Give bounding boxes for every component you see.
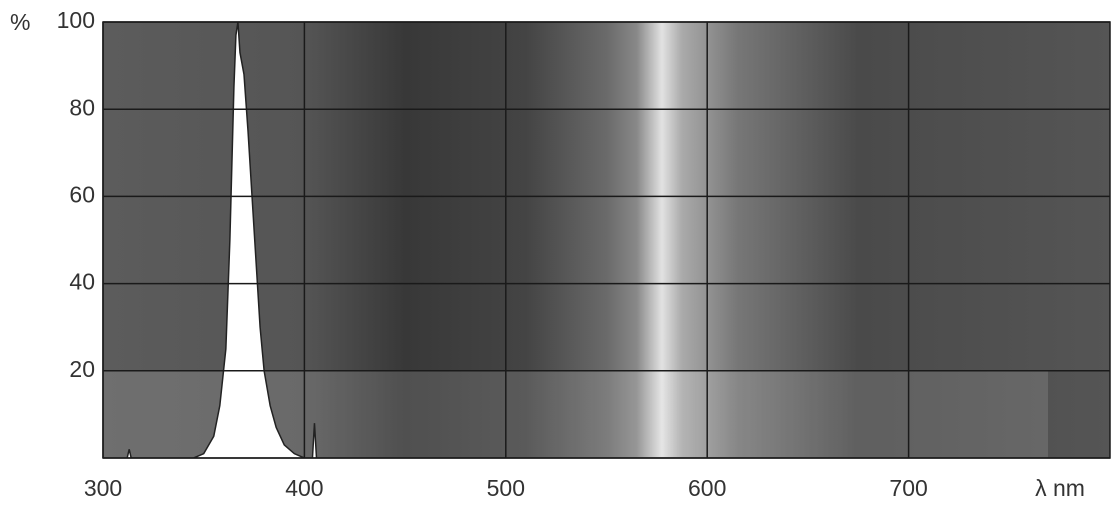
x-tick-label: 300 [84,475,122,501]
y-tick-label: 20 [69,356,95,382]
x-tick-label: 700 [889,475,927,501]
x-tick-label: 600 [688,475,726,501]
x-tick-label: 500 [487,475,525,501]
x-tick-label: 400 [285,475,323,501]
y-tick-label: 40 [69,269,95,295]
y-tick-label: 100 [57,7,95,33]
y-unit: % [10,9,30,35]
x-axis-label: λ nm [1035,475,1085,501]
y-tick-label: 60 [69,181,95,207]
y-tick-label: 80 [69,94,95,120]
chart: % λ nm 20 40 60 80 100 300 400 500 600 700 [0,0,1113,502]
